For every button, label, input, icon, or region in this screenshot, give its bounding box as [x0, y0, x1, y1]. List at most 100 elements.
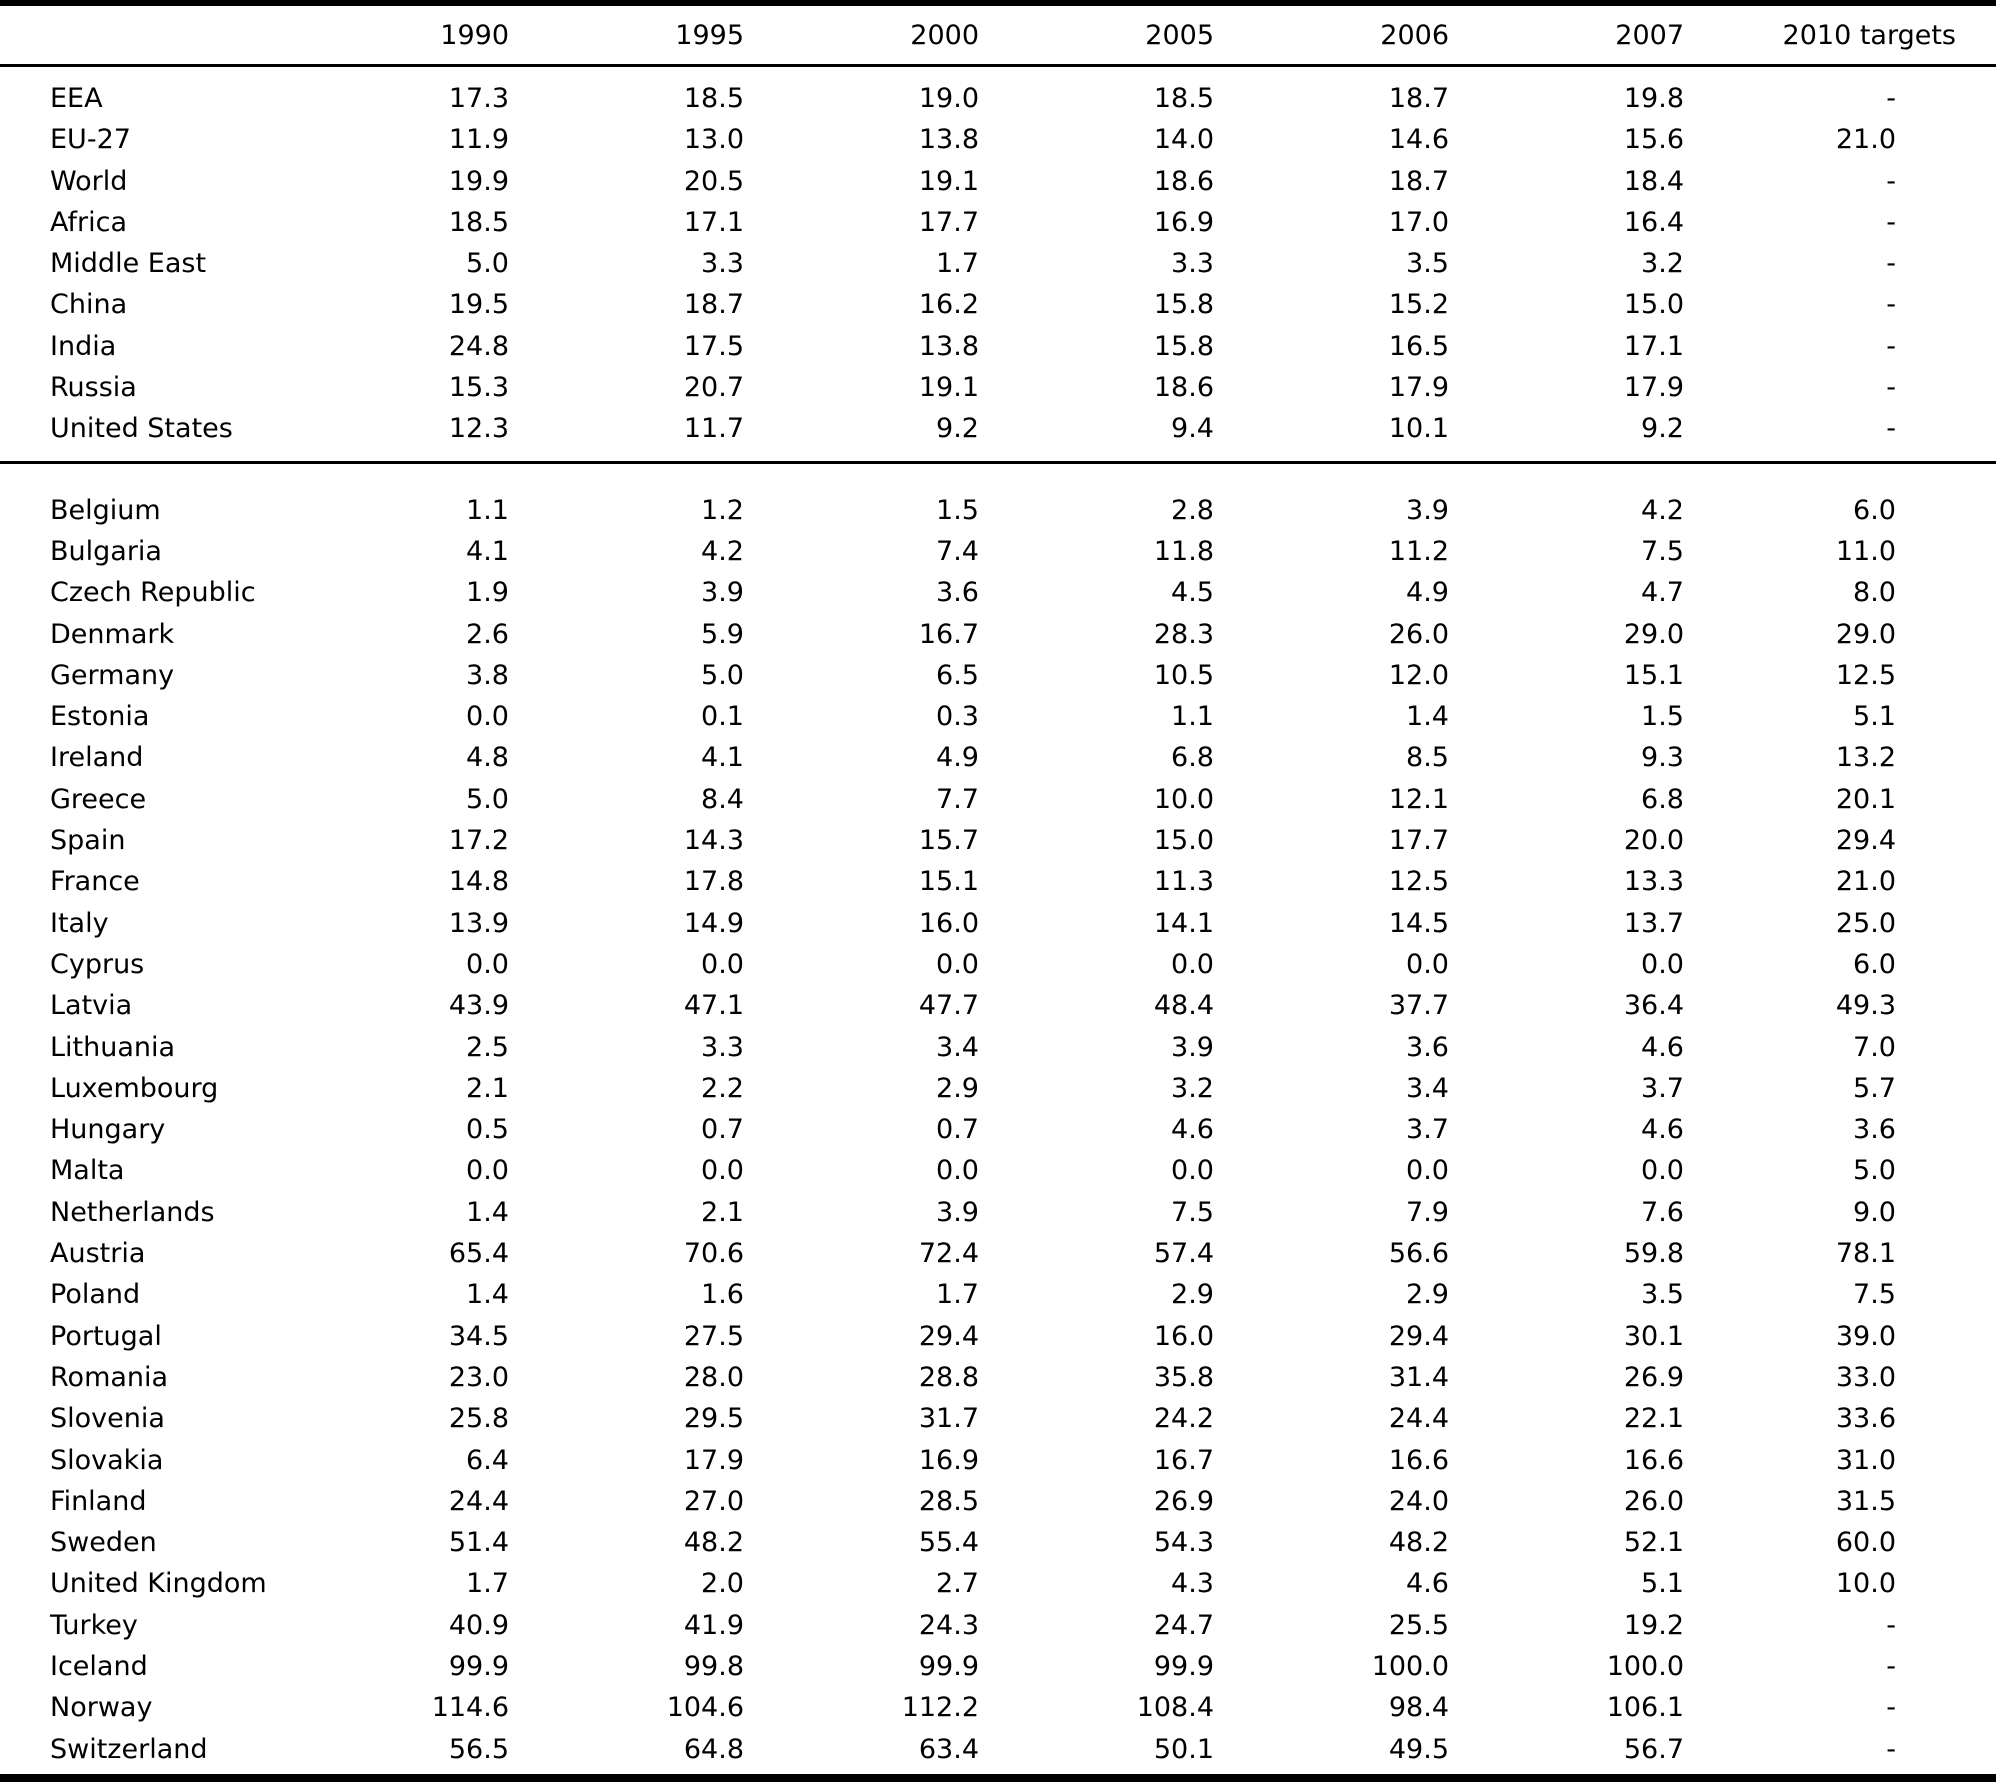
value-cell: 24.3	[918, 1609, 979, 1641]
value-cell: 17.7	[1388, 825, 1449, 857]
value-cell: 3.3	[1171, 248, 1214, 280]
table-header: 1990 1995 2000 2005 2006 2007 2010 targe…	[0, 6, 1996, 66]
table-row: Hungary 0.5 0.7 0.7 4.6 3.7 4.6 3.6	[0, 1109, 1996, 1150]
row-label: Romania	[50, 1361, 169, 1393]
value-cell: 54.3	[1153, 1527, 1214, 1559]
row-label: Spain	[50, 825, 126, 857]
table-row: United States 12.3 11.7 9.2 9.4 10.1 9.2 -	[0, 408, 1996, 462]
value-cell: 11.9	[448, 124, 509, 156]
value-cell: 29.4	[918, 1320, 979, 1352]
table-row: Portugal 34.5 27.5 29.4 16.0 29.4 30.1 39.0	[0, 1316, 1996, 1357]
value-cell: 16.6	[1623, 1444, 1684, 1476]
value-cell: 18.7	[1388, 165, 1449, 197]
value-cell: 3.5	[1641, 1279, 1684, 1311]
value-cell: 7.5	[1171, 1196, 1214, 1228]
row-label: Slovakia	[50, 1444, 164, 1476]
value-cell: 31.4	[1388, 1361, 1449, 1393]
table-row: Spain 17.2 14.3 15.7 15.0 17.7 20.0 29.4	[0, 820, 1996, 861]
value-cell: 64.8	[683, 1733, 744, 1765]
value-cell: 48.2	[1388, 1527, 1449, 1559]
row-label: United States	[50, 413, 233, 445]
row-label: Middle East	[50, 248, 207, 280]
value-cell: 24.7	[1153, 1609, 1214, 1641]
row-label: China	[50, 289, 128, 321]
table-row: Denmark 2.6 5.9 16.7 28.3 26.0 29.0 29.0	[0, 614, 1996, 655]
value-cell: 17.9	[1388, 372, 1449, 404]
value-cell: 13.3	[1623, 866, 1684, 898]
value-cell: 0.0	[466, 948, 509, 980]
row-label: Poland	[50, 1279, 141, 1311]
value-cell: 43.9	[448, 990, 509, 1022]
table-row: Sweden 51.4 48.2 55.4 54.3 48.2 52.1 60.0	[0, 1522, 1996, 1563]
table-row: Austria 65.4 70.6 72.4 57.4 56.6 59.8 78.1	[0, 1233, 1996, 1274]
value-cell: 3.5	[1406, 248, 1449, 280]
value-cell: 35.8	[1153, 1361, 1214, 1393]
row-label: Finland	[50, 1485, 147, 1517]
value-cell: 57.4	[1153, 1238, 1214, 1270]
row-label: Ireland	[50, 742, 144, 774]
header-2010-targets: 2010 targets	[1782, 19, 1956, 51]
value-cell: 16.7	[918, 618, 979, 650]
value-cell: 18.5	[683, 83, 744, 114]
table-row: Belgium 1.1 1.2 1.5 2.8 3.9 4.2 6.0	[0, 462, 1996, 531]
value-cell: 39.0	[1835, 1320, 1896, 1352]
value-cell: 6.5	[936, 659, 979, 691]
value-cell: 4.2	[1641, 494, 1684, 526]
value-cell: 18.6	[1153, 165, 1214, 197]
value-cell: -	[1886, 413, 1896, 445]
value-cell: 70.6	[683, 1238, 744, 1270]
value-cell: 13.7	[1623, 907, 1684, 939]
value-cell: 23.0	[448, 1361, 509, 1393]
table-row: Bulgaria 4.1 4.2 7.4 11.8 11.2 7.5 11.0	[0, 531, 1996, 572]
value-cell: 0.0	[1406, 1155, 1449, 1187]
value-cell: 48.4	[1153, 990, 1214, 1022]
value-cell: 99.8	[683, 1650, 744, 1682]
value-cell: 2.1	[466, 1072, 509, 1104]
value-cell: 98.4	[1388, 1692, 1449, 1724]
value-cell: 15.8	[1153, 289, 1214, 321]
value-cell: 41.9	[683, 1609, 744, 1641]
value-cell: 34.5	[448, 1320, 509, 1352]
row-label: Russia	[50, 372, 137, 404]
value-cell: 8.0	[1853, 577, 1896, 609]
value-cell: 10.0	[1153, 783, 1214, 815]
value-cell: 24.0	[1388, 1485, 1449, 1517]
value-cell: -	[1886, 330, 1896, 362]
value-cell: 11.3	[1153, 866, 1214, 898]
value-cell: 40.9	[448, 1609, 509, 1641]
value-cell: 14.5	[1388, 907, 1449, 939]
table-row: India 24.8 17.5 13.8 15.8 16.5 17.1 -	[0, 326, 1996, 367]
value-cell: 19.1	[918, 165, 979, 197]
value-cell: 20.5	[683, 165, 744, 197]
header-2007: 2007	[1615, 19, 1684, 51]
value-cell: 0.0	[1171, 1155, 1214, 1187]
value-cell: 22.1	[1623, 1403, 1684, 1435]
value-cell: 5.9	[701, 618, 744, 650]
value-cell: -	[1886, 1733, 1896, 1765]
value-cell: 3.4	[1406, 1072, 1449, 1104]
value-cell: 4.5	[1171, 577, 1214, 609]
value-cell: -	[1886, 165, 1896, 197]
value-cell: 16.0	[918, 907, 979, 939]
value-cell: 29.0	[1835, 618, 1896, 650]
value-cell: 3.2	[1171, 1072, 1214, 1104]
value-cell: 3.9	[1406, 494, 1449, 526]
table-row: Lithuania 2.5 3.3 3.4 3.9 3.6 4.6 7.0	[0, 1027, 1996, 1068]
value-cell: 15.8	[1153, 330, 1214, 362]
value-cell: 5.0	[466, 783, 509, 815]
value-cell: -	[1886, 248, 1896, 280]
value-cell: 0.0	[936, 948, 979, 980]
value-cell: 13.8	[918, 330, 979, 362]
value-cell: 16.7	[1153, 1444, 1214, 1476]
value-cell: 56.7	[1623, 1733, 1684, 1765]
value-cell: 2.9	[1406, 1279, 1449, 1311]
value-cell: 3.4	[936, 1031, 979, 1063]
value-cell: 29.0	[1623, 618, 1684, 650]
value-cell: 27.0	[683, 1485, 744, 1517]
value-cell: 4.1	[701, 742, 744, 774]
table-row: United Kingdom 1.7 2.0 2.7 4.3 4.6 5.1 10.0	[0, 1563, 1996, 1604]
value-cell: 1.4	[466, 1196, 509, 1228]
table-row: Finland 24.4 27.0 28.5 26.9 24.0 26.0 31.5	[0, 1481, 1996, 1522]
value-cell: -	[1886, 372, 1896, 404]
